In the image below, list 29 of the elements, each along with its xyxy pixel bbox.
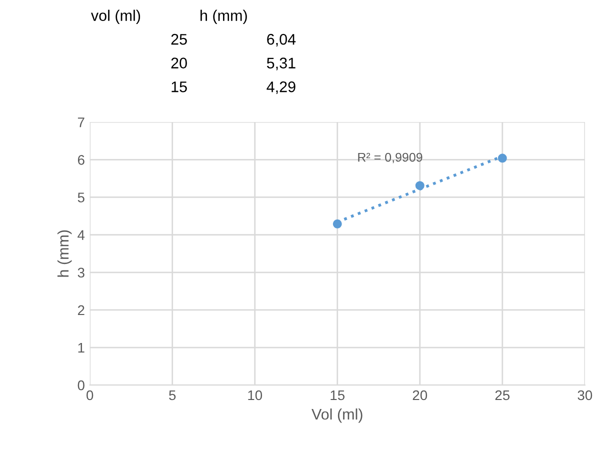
text: 20 [171, 58, 187, 68]
point [498, 154, 507, 163]
y-tick-label: 5 [78, 192, 84, 202]
text: 4,29 [266, 81, 296, 94]
x-tick-label: 0 [86, 390, 94, 400]
y-tick-label: 7 [78, 118, 84, 128]
point [415, 181, 424, 190]
y-tick-label: 0 [78, 380, 84, 390]
point [332, 219, 342, 228]
text: vol (ml) [90, 10, 140, 24]
y-tick-label: 4 [78, 230, 85, 240]
y-axis-title: h (mm) [57, 230, 72, 277]
text: h (mm) [200, 10, 247, 24]
x-axis-title: Vol (ml) [312, 408, 362, 423]
text: 15 [172, 82, 187, 92]
text: 25 [171, 34, 187, 45]
text: 5,31 [266, 58, 296, 70]
y-tick-label: 1 [78, 343, 84, 353]
x-tick-label: 5 [169, 390, 176, 400]
annotation: R² = 0,9909 [358, 152, 422, 164]
x-tick-label: 15 [330, 390, 345, 400]
y-tick-label: 3 [78, 268, 84, 278]
x-tick-label: 25 [495, 390, 510, 400]
y-tick-label: 6 [78, 155, 84, 165]
y-tick-label: 2 [78, 305, 84, 315]
x-tick-label: 30 [578, 390, 592, 400]
x-tick-label: 10 [248, 390, 262, 400]
x-tick-label: 20 [412, 390, 428, 400]
text: 6,04 [267, 34, 296, 47]
